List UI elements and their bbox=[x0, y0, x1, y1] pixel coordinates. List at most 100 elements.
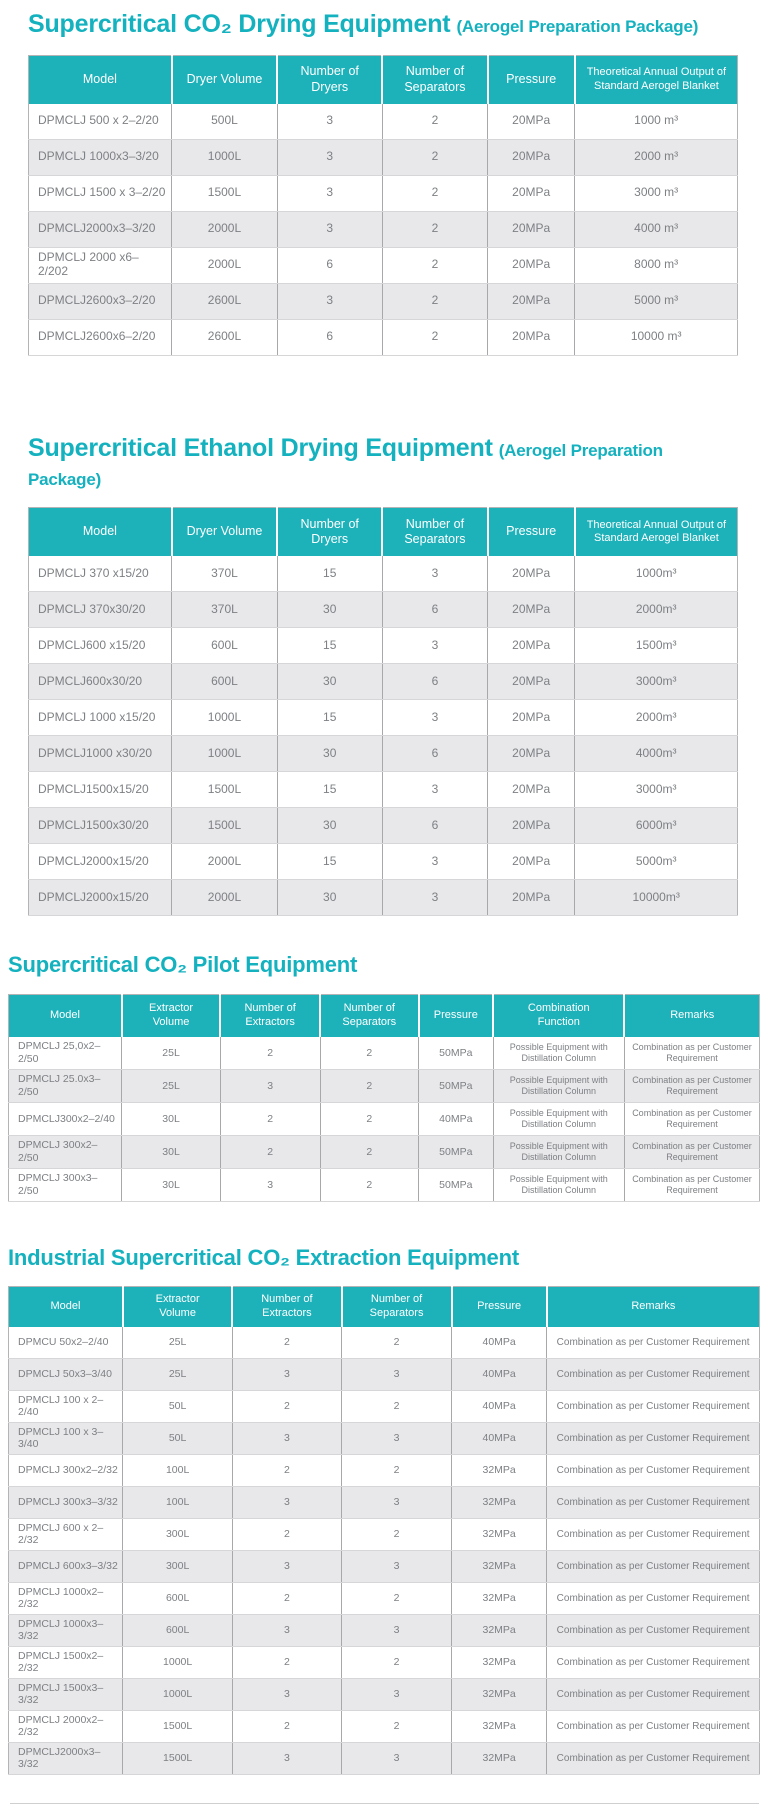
column-header: Extractor Volume bbox=[120, 994, 221, 1037]
table-cell: DPMCLJ 300x3–2/50 bbox=[8, 1168, 122, 1202]
header-row: Model Dryer Volume Number of Dryers Number … bbox=[28, 507, 738, 557]
table-cell: 20MPa bbox=[487, 735, 575, 773]
table-cell: 5000 m³ bbox=[574, 283, 738, 320]
table-cell: 3 bbox=[341, 1358, 452, 1391]
table-cell: Combination as per Customer Requirement bbox=[546, 1710, 760, 1743]
table-row: DPMCLJ2000x15/20 2000L 30 3 20MPa 10000m³ bbox=[28, 879, 738, 917]
table-cell: 600L bbox=[122, 1614, 233, 1647]
table-row: DPMCLJ 1500 x 3–2/20 1500L 3 2 20MPa 3000 m³ bbox=[28, 175, 738, 212]
table-cell: 15 bbox=[276, 771, 383, 809]
table-cell: DPMCLJ1500x30/20 bbox=[28, 807, 172, 845]
section-gap bbox=[0, 1202, 769, 1245]
table-cell: 2000L bbox=[171, 879, 278, 917]
table-cell: 3 bbox=[276, 103, 383, 140]
table-cell: 30L bbox=[121, 1168, 221, 1202]
table-cell: 30L bbox=[121, 1102, 221, 1136]
table-cell: DPMCU 50x2–2/40 bbox=[8, 1326, 123, 1359]
table-cell: 32MPa bbox=[451, 1710, 547, 1743]
table-row: DPMCLJ 370 x15/20 370L 15 3 20MPa 1000m³ bbox=[28, 556, 738, 593]
table-cell: 6 bbox=[276, 319, 383, 356]
table-cell: 3 bbox=[276, 211, 383, 248]
table-cell: 20MPa bbox=[487, 247, 575, 284]
table-cell: 3 bbox=[381, 843, 488, 881]
section-gap bbox=[0, 356, 769, 434]
table-cell: 30 bbox=[276, 591, 383, 629]
table-cell: 50MPa bbox=[418, 1135, 494, 1169]
table-row: DPMCLJ 300x2–2/50 30L 2 2 50MPa Possible Equi… bbox=[8, 1135, 760, 1169]
table-cell: DPMCLJ 100 x 3–3/40 bbox=[8, 1422, 123, 1455]
table-cell: DPMCLJ2000x15/20 bbox=[28, 843, 172, 881]
section-title-co2-pilot: Supercritical CO₂ Pilot Equipment bbox=[8, 952, 760, 977]
table-cell: 3 bbox=[276, 175, 383, 212]
table-cell: DPMCLJ300x2–2/40 bbox=[8, 1102, 122, 1136]
table-cell: DPMCLJ 1000 x15/20 bbox=[28, 699, 172, 737]
table-cell: 20MPa bbox=[487, 663, 575, 701]
table-row: DPMCLJ 1000x3–3/20 1000L 3 2 20MPa 2000 m³ bbox=[28, 139, 738, 176]
table-cell: 2 bbox=[341, 1518, 452, 1551]
table-header: Model Extractor Volume Number of Extractor… bbox=[8, 1286, 760, 1327]
table-cell: 1500L bbox=[122, 1742, 233, 1775]
table-cell: 15 bbox=[276, 627, 383, 665]
table-cell: 6 bbox=[276, 247, 383, 284]
table-cell: Combination as per Customer Requirement bbox=[623, 1135, 760, 1169]
table-cell: 32MPa bbox=[451, 1454, 547, 1487]
table-row: DPMCLJ1500x15/20 1500L 15 3 20MPa 3000m³ bbox=[28, 771, 738, 809]
table-cell: 3000m³ bbox=[574, 663, 738, 701]
table-cell: 1500L bbox=[122, 1710, 233, 1743]
table-cell: 20MPa bbox=[487, 283, 575, 320]
table-cell: DPMCLJ 2000 x6–2/202 bbox=[28, 247, 172, 284]
title-suffix: (Aerogel Preparation Package) bbox=[456, 17, 699, 36]
table-cell: 1000L bbox=[171, 699, 278, 737]
table-cell: Combination as per Customer Requirement bbox=[546, 1358, 760, 1391]
table-cell: 32MPa bbox=[451, 1550, 547, 1583]
table-cell: 500L bbox=[171, 103, 278, 140]
table-cell: Combination as per Customer Requirement bbox=[623, 1102, 760, 1136]
table-cell: 5000m³ bbox=[574, 843, 738, 881]
table-header: Model Extractor Volume Number of Extractor… bbox=[8, 994, 760, 1037]
table-cell: DPMCLJ2000x3–3/20 bbox=[28, 211, 172, 248]
title-suffix: (Aerogel Preparation Package) bbox=[28, 440, 663, 489]
table-cell: 50L bbox=[122, 1422, 233, 1455]
table-cell: 2 bbox=[381, 283, 488, 320]
table-cell: Combination as per Customer Requirement bbox=[623, 1069, 760, 1103]
table-cell: 2 bbox=[381, 139, 488, 176]
table-cell: 20MPa bbox=[487, 319, 575, 356]
table-cell: 20MPa bbox=[487, 807, 575, 845]
table-cell: 1500m³ bbox=[574, 627, 738, 665]
table-cell: 100L bbox=[122, 1486, 233, 1519]
section-industrial-extraction: Industrial Supercritical CO₂ Extraction … bbox=[8, 1245, 760, 1775]
co2-pilot-table: Model Extractor Volume Number of Extractor… bbox=[8, 993, 760, 1202]
table-header: Model Dryer Volume Number of Dryers Number … bbox=[28, 55, 738, 104]
column-header: Pressure bbox=[486, 55, 575, 104]
table-row: DPMCLJ 100 x 3–3/40 50L 3 3 40MPa Combination… bbox=[8, 1422, 760, 1455]
table-cell: Combination as per Customer Requirement bbox=[546, 1678, 760, 1711]
table-cell: Combination as per Customer Requirement bbox=[546, 1614, 760, 1647]
section-co2-drying: Supercritical CO₂ Drying Equipment (Aerog… bbox=[28, 10, 738, 356]
table-cell: 15 bbox=[276, 843, 383, 881]
table-cell: 2000m³ bbox=[574, 699, 738, 737]
table-cell: 30 bbox=[276, 879, 383, 917]
table-cell: Combination as per Customer Requirement bbox=[546, 1550, 760, 1583]
column-header: Number of Separators bbox=[319, 994, 419, 1037]
table-cell: 2 bbox=[231, 1646, 342, 1679]
co2-drying-table: Model Dryer Volume Number of Dryers Number … bbox=[28, 54, 738, 356]
table-row: DPMCLJ1000 x30/20 1000L 30 6 20MPa 4000m³ bbox=[28, 735, 738, 773]
table-cell: 2 bbox=[231, 1582, 342, 1615]
table-cell: 10000m³ bbox=[574, 879, 738, 917]
table-cell: DPMCLJ 25,0x2–2/50 bbox=[8, 1036, 122, 1070]
table-cell: 40MPa bbox=[451, 1390, 547, 1423]
table-cell: DPMCLJ 1000x3–3/20 bbox=[28, 139, 172, 176]
table-cell: 40MPa bbox=[451, 1358, 547, 1391]
table-cell: 2 bbox=[341, 1454, 452, 1487]
header-row: Model Extractor Volume Number of Extractor… bbox=[8, 994, 760, 1037]
table-row: DPMCLJ2000x3–3/20 2000L 3 2 20MPa 4000 m³ bbox=[28, 211, 738, 248]
table-cell: 6 bbox=[381, 735, 488, 773]
table-cell: Combination as per Customer Requirement bbox=[623, 1168, 760, 1202]
table-row: DPMCLJ 2000 x6–2/202 2000L 6 2 20MPa 8000 m³ bbox=[28, 247, 738, 284]
table-cell: Possible Equipment with Distillation Col… bbox=[492, 1069, 625, 1103]
table-cell: 2600L bbox=[171, 319, 278, 356]
table-cell: 1000 m³ bbox=[574, 103, 738, 140]
table-cell: 20MPa bbox=[487, 211, 575, 248]
table-cell: 100L bbox=[122, 1454, 233, 1487]
table-cell: Combination as per Customer Requirement bbox=[546, 1454, 760, 1487]
